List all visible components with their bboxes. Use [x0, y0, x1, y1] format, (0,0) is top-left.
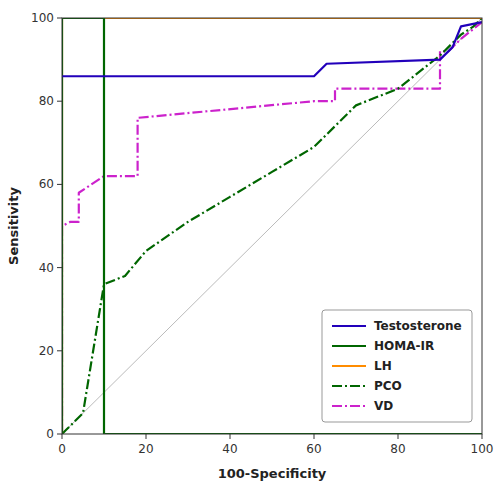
y-axis-label: Sensitivity: [6, 187, 21, 265]
y-tick: [57, 184, 62, 185]
x-tick: [314, 434, 315, 439]
legend-swatch: [332, 365, 366, 367]
x-tick: [482, 434, 483, 439]
legend-swatch: [332, 345, 366, 347]
legend-label: PCO: [374, 379, 402, 393]
x-tick-label: 20: [138, 442, 153, 456]
series-line: [62, 18, 482, 434]
legend-label: LH: [374, 359, 392, 373]
x-tick: [398, 434, 399, 439]
series-line: [62, 18, 482, 434]
legend-swatch: [332, 385, 366, 387]
y-tick: [57, 18, 62, 19]
reference-line: [62, 18, 482, 434]
y-tick-label: 100: [31, 11, 54, 25]
legend-box: [322, 310, 472, 422]
series-line: [62, 22, 482, 76]
x-tick-label: 40: [222, 442, 237, 456]
y-tick: [57, 267, 62, 268]
y-tick: [57, 101, 62, 102]
plot-marks: [62, 18, 482, 434]
legend-label: HOMA-IR: [374, 339, 434, 353]
chart: 0 20 40 60 80 100 0 20 40 60 80 100 100-Specificity S…: [0, 0, 500, 492]
x-tick-label: 80: [390, 442, 405, 456]
y-tick-label: 20: [39, 344, 54, 358]
y-tick: [57, 434, 62, 435]
series-line: [62, 18, 482, 434]
y-tick-label: 60: [39, 177, 54, 191]
legend-swatch: [332, 325, 366, 327]
x-tick-label: 100: [471, 442, 494, 456]
y-tick-label: 40: [39, 261, 54, 275]
x-tick: [146, 434, 147, 439]
legend-swatch: [332, 405, 366, 407]
plot-background: [62, 18, 482, 434]
x-tick: [230, 434, 231, 439]
x-tick-label: 0: [58, 442, 66, 456]
x-tick: [62, 434, 63, 439]
plot-frame: [62, 18, 482, 434]
legend: Testosterone HOMA-IR LH PCO VD: [322, 310, 472, 422]
series-line: [62, 22, 482, 434]
legend-label: Testosterone: [374, 319, 462, 333]
legend-label: VD: [374, 399, 393, 413]
x-tick-label: 60: [306, 442, 321, 456]
y-tick: [57, 350, 62, 351]
x-axis-label: 100-Specificity: [218, 466, 327, 481]
y-tick-label: 0: [46, 427, 54, 441]
y-tick-label: 80: [39, 94, 54, 108]
